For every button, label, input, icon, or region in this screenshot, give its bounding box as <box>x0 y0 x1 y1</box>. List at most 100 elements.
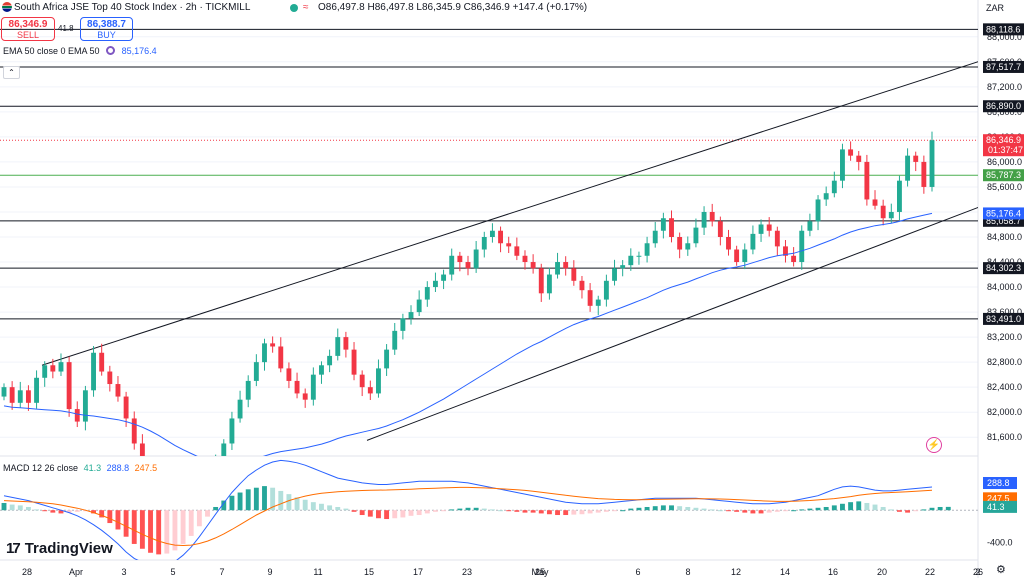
macd-hist-bar <box>717 510 723 512</box>
macd-hist-bar <box>660 505 666 511</box>
logo-text: TradingView <box>24 540 113 557</box>
candle-body <box>408 312 414 319</box>
candle-body <box>432 280 438 288</box>
macd-hist-bar <box>245 489 251 511</box>
candle-body <box>555 262 560 275</box>
macd-hist-bar <box>921 509 927 511</box>
macd-hist-bar <box>74 510 80 512</box>
candle-body <box>766 224 772 231</box>
candle-body <box>91 352 96 391</box>
y-tick-label-0: 88,000.0 <box>987 32 1022 42</box>
candle-body <box>750 233 756 250</box>
candle-body <box>229 418 235 444</box>
candle-body <box>791 255 797 263</box>
candle-body <box>449 255 455 275</box>
macd-hist-bar <box>546 510 552 515</box>
candle-body <box>856 155 862 162</box>
macd-hist-bar <box>693 507 699 511</box>
macd-hist-bar <box>620 510 626 512</box>
candle-body <box>636 255 642 257</box>
macd-hist-bar <box>840 503 845 511</box>
channel-lower-line[interactable] <box>366 206 982 441</box>
sell-button[interactable]: 86,346.9 SELL <box>1 17 55 41</box>
candle-body <box>774 230 780 247</box>
macd-tick-label: -400.0 <box>987 537 1013 547</box>
candle-body <box>693 227 699 244</box>
collapse-chevron-icon[interactable]: ⌃ <box>3 66 20 79</box>
candle-body <box>34 377 40 403</box>
market-status-icon[interactable] <box>290 4 298 12</box>
candle-body <box>807 221 813 231</box>
macd-hist-bar <box>205 510 210 517</box>
horizontal-levels <box>0 28 978 320</box>
macd-hist-bar <box>180 510 186 544</box>
candle-body <box>384 349 390 369</box>
macd-hist-bar <box>669 505 674 511</box>
macd-hist-bar <box>677 506 683 511</box>
price-axis[interactable]: 88,000.087,600.087,200.086,800.086,400.0… <box>983 23 1024 547</box>
tv-logo-icon: 17 <box>6 540 21 557</box>
macd-hist-bar <box>538 510 544 514</box>
macd-hist-bar <box>302 499 308 511</box>
candle-body <box>1 387 7 397</box>
macd-line-value: 288.8 <box>106 463 130 473</box>
macd-hist-bar <box>766 510 772 513</box>
settings-icon[interactable] <box>106 46 116 55</box>
ema-legend[interactable]: EMA 50 close 0 EMA 50 85,176.4 <box>3 46 157 56</box>
macd-signal-value: 247.5 <box>134 463 158 473</box>
candle-body <box>99 352 105 372</box>
macd-tag-label-2: 41.3 <box>987 502 1005 512</box>
candle-body <box>367 387 373 394</box>
level-tag-3 <box>983 169 1024 182</box>
south-africa-flag-icon <box>2 2 12 12</box>
candle-body <box>921 161 927 187</box>
level-tag-5 <box>983 262 1024 275</box>
trend-channel <box>41 60 982 441</box>
ohlc-readout: O86,497.8 H86,497.8 L86,345.9 C86,346.9 … <box>318 2 588 13</box>
symbol-title[interactable]: South Africa JSE Top 40 Stock Index · 2h… <box>14 2 251 13</box>
macd-hist-bar <box>148 510 153 553</box>
macd-hist-bar <box>196 510 202 527</box>
candle-body <box>620 265 626 269</box>
macd-hist-bar <box>726 510 731 512</box>
candle-body <box>880 205 886 219</box>
currency-label[interactable]: ZAR <box>986 3 1004 13</box>
candle-body <box>9 387 15 403</box>
macd-legend[interactable]: MACD 12 26 close 41.3 288.8 247.5 <box>3 463 157 473</box>
lightning-icon[interactable]: ⚡ <box>926 437 942 453</box>
candle-body <box>351 349 357 375</box>
candle-body <box>864 161 870 200</box>
macd-hist-bar <box>34 509 40 511</box>
macd-hist-bar <box>506 510 512 512</box>
channel-upper-line[interactable] <box>41 60 982 366</box>
macd-hist-bar <box>489 509 495 511</box>
macd-hist-bar <box>188 510 194 536</box>
candle-body <box>473 249 479 269</box>
candle-body <box>896 180 902 212</box>
candle-body <box>25 390 31 403</box>
candle-body <box>514 246 520 256</box>
candle-body <box>799 230 805 263</box>
macd-hist-bar <box>351 510 357 512</box>
macd-hist-bar <box>872 504 878 511</box>
candle-body <box>546 274 552 294</box>
candle-body <box>416 299 422 313</box>
macd-hist-bar <box>644 506 650 511</box>
macd-hist-bar <box>457 508 463 511</box>
candle-body <box>742 249 748 263</box>
candle-body <box>603 280 609 300</box>
level-tag-0 <box>983 23 1024 36</box>
candle-body <box>237 399 243 419</box>
candles <box>1 131 935 456</box>
candle-body <box>17 390 23 403</box>
chart-settings-icon[interactable]: ⚙ <box>996 564 1006 576</box>
macd-label: MACD 12 26 close <box>3 463 79 473</box>
buy-button[interactable]: 86,388.7 BUY <box>80 17 133 41</box>
candle-body <box>538 268 544 294</box>
grid <box>0 0 979 578</box>
macd-tag-2 <box>983 500 1017 513</box>
candle-body <box>82 390 88 422</box>
macd-hist-bar <box>522 510 528 513</box>
